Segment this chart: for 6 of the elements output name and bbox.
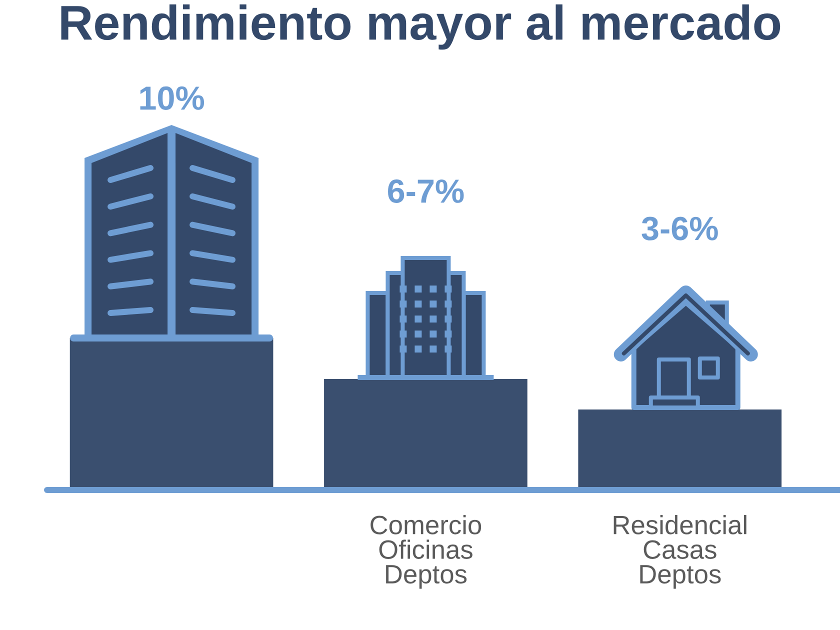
chart-title: Rendimiento mayor al mercado (61, 4, 780, 50)
text: 3-6% (642, 216, 718, 240)
text: 6-7% (388, 179, 464, 203)
x-tick-label: Comercio Oficinas Deptos (370, 515, 482, 589)
x-tick-label: Residencial Casas Deptos (614, 515, 746, 589)
text: 10% (140, 86, 204, 110)
